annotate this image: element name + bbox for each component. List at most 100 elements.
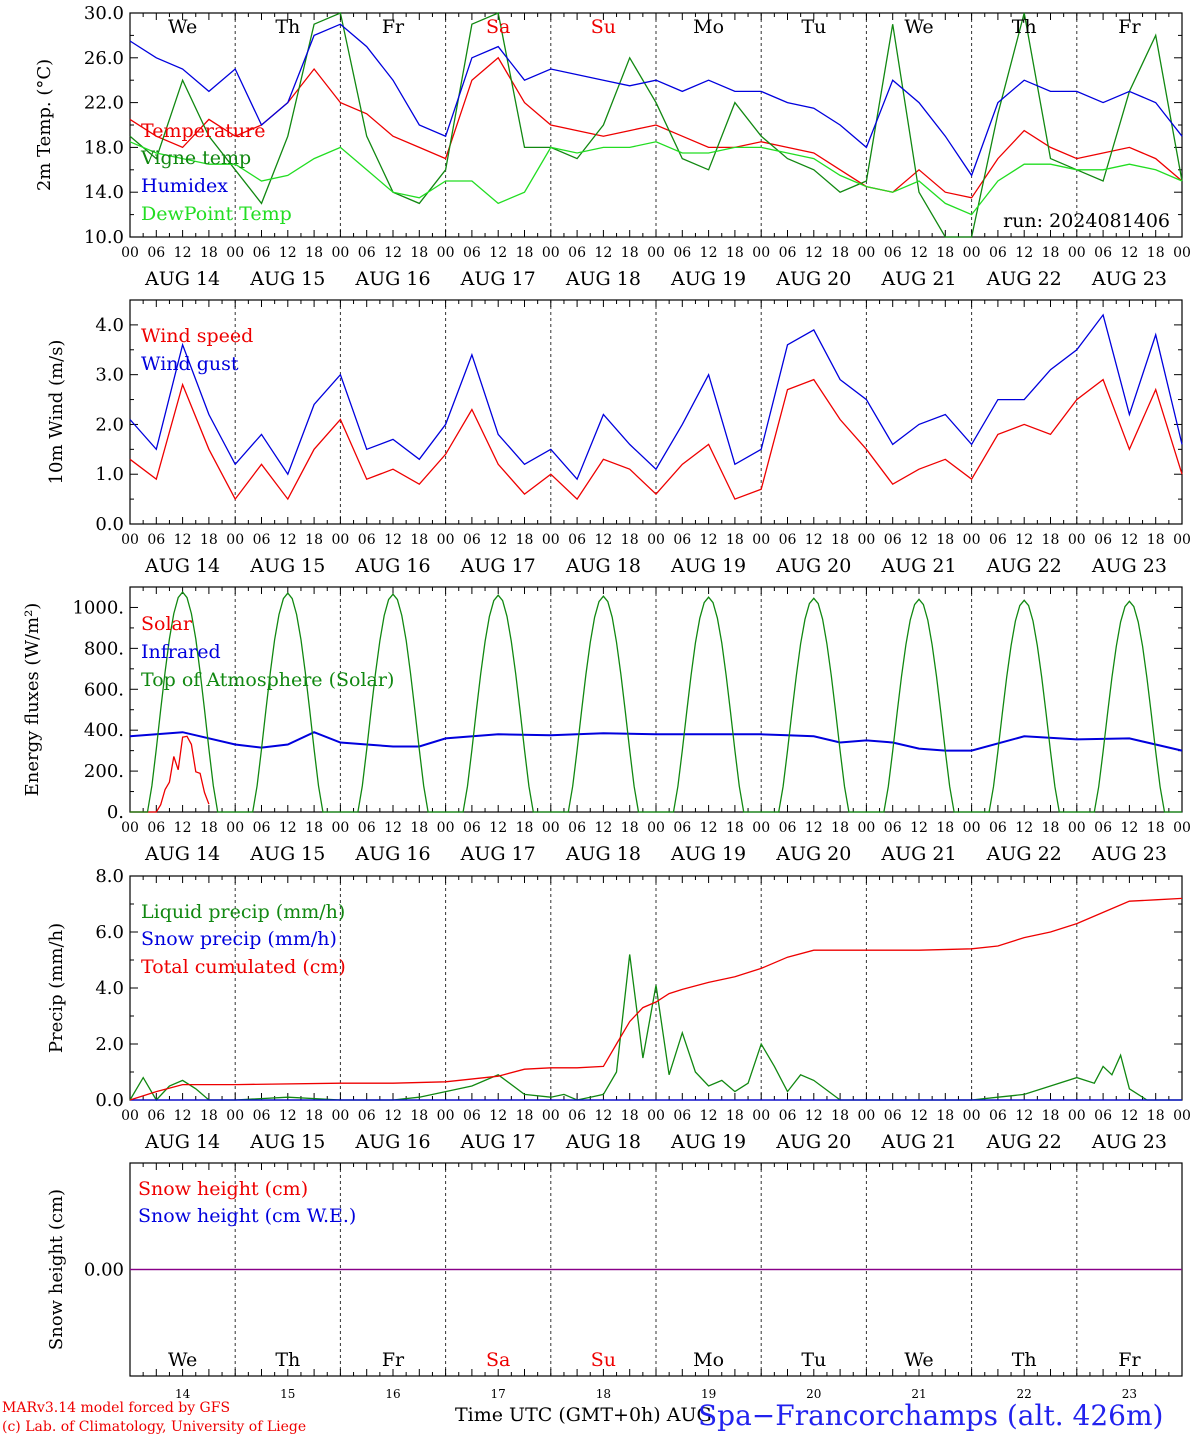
series-line-total-cumulated-cm- <box>129 897 1183 1101</box>
hour-label: 18 <box>936 820 954 836</box>
hour-label: 00 <box>1068 1108 1086 1124</box>
hour-label: 00 <box>1173 1108 1191 1124</box>
hour-label: 12 <box>279 532 297 548</box>
hour-label: 06 <box>779 245 797 261</box>
hour-label: 12 <box>1015 245 1033 261</box>
weekday-label-top: Su <box>591 16 616 38</box>
hour-label: 06 <box>463 820 481 836</box>
hour-label: 18 <box>621 820 639 836</box>
hour-label: 06 <box>147 532 165 548</box>
hour-label: 18 <box>831 820 849 836</box>
hour-label: 12 <box>174 1108 192 1124</box>
hour-label: 18 <box>936 1108 954 1124</box>
date-label: AUG 16 <box>354 843 430 865</box>
hour-label: 00 <box>752 820 770 836</box>
hour-label: 12 <box>384 245 402 261</box>
date-label: AUG 14 <box>144 555 220 577</box>
series-line-infrared <box>129 731 1183 752</box>
hour-label: 12 <box>910 532 928 548</box>
hour-label: 00 <box>647 532 665 548</box>
y-tick-label: 600. <box>84 679 124 700</box>
date-label: AUG 21 <box>880 268 956 290</box>
hour-label: 00 <box>226 820 244 836</box>
hour-label: 06 <box>1094 245 1112 261</box>
hour-label: 00 <box>647 245 665 261</box>
y-axis-label: 10m Wind (m/s) <box>46 340 67 485</box>
date-label: AUG 17 <box>460 843 536 865</box>
hour-label: 06 <box>884 245 902 261</box>
hour-label: 18 <box>1042 1108 1060 1124</box>
weekday-label-bottom: Mo <box>693 1349 724 1371</box>
weekday-label-bottom: We <box>904 1349 933 1371</box>
hour-label: 06 <box>568 532 586 548</box>
date-label: AUG 23 <box>1091 555 1167 577</box>
legend-snow-height-cm-: Snow height (cm) <box>138 1178 308 1200</box>
date-label: AUG 23 <box>1091 843 1167 865</box>
hour-label: 06 <box>673 532 691 548</box>
legend-liquid-precip-mm-h-: Liquid precip (mm/h) <box>141 901 345 923</box>
hour-label: 06 <box>147 245 165 261</box>
date-label: AUG 15 <box>249 843 325 865</box>
day-number-label: 14 <box>175 1387 191 1401</box>
hour-label: 06 <box>779 532 797 548</box>
credit-line-2: (c) Lab. of Climatology, University of L… <box>2 1419 307 1435</box>
hour-label: 18 <box>726 1108 744 1124</box>
hour-label: 06 <box>568 245 586 261</box>
day-number-label: 20 <box>806 1387 821 1401</box>
hour-label: 12 <box>1015 820 1033 836</box>
series-line-wind-gust <box>129 313 1183 481</box>
hour-label: 12 <box>489 245 507 261</box>
hour-label: 12 <box>805 820 823 836</box>
weekday-label-bottom: Su <box>591 1349 616 1371</box>
weekday-label-top: We <box>168 16 197 38</box>
hour-label: 00 <box>437 1108 455 1124</box>
hour-label: 00 <box>226 245 244 261</box>
hour-label: 00 <box>331 245 349 261</box>
series-line-humidex <box>129 23 1183 177</box>
date-label: AUG 17 <box>460 268 536 290</box>
hour-label: 00 <box>857 820 875 836</box>
hour-label: 06 <box>989 820 1007 836</box>
date-label: AUG 22 <box>986 843 1062 865</box>
hour-label: 06 <box>989 245 1007 261</box>
hour-label: 06 <box>463 532 481 548</box>
y-tick-label: 0.0 <box>95 514 124 535</box>
weekday-label-top: Th <box>1012 16 1037 38</box>
y-tick-label: 0.0 <box>95 1090 124 1111</box>
y-tick-label: 2.0 <box>95 414 124 435</box>
panel-frame <box>129 586 1183 813</box>
panel-5 <box>129 1162 1183 1377</box>
legend-infrared: Infrared <box>141 641 221 663</box>
hour-label: 18 <box>621 1108 639 1124</box>
hour-label: 06 <box>779 1108 797 1124</box>
date-label: AUG 17 <box>460 555 536 577</box>
hour-label: 18 <box>305 1108 323 1124</box>
date-label: AUG 19 <box>670 1131 746 1153</box>
hour-label: 00 <box>542 1108 560 1124</box>
y-axis-label: 2m Temp. (°C) <box>34 59 55 191</box>
series-line-wind-speed <box>129 378 1183 501</box>
hour-label: 18 <box>831 245 849 261</box>
hour-label: 12 <box>174 532 192 548</box>
hour-label: 00 <box>1068 532 1086 548</box>
series-line-solar <box>130 735 210 813</box>
hour-label: 12 <box>700 1108 718 1124</box>
date-label: AUG 21 <box>880 555 956 577</box>
hour-label: 06 <box>1094 820 1112 836</box>
date-label: AUG 20 <box>775 555 851 577</box>
time-axis-label: Time UTC (GMT+0h) AUG <box>455 1404 712 1426</box>
legend-top-of-atmosphere-solar-: Top of Atmosphere (Solar) <box>141 669 394 691</box>
model-credit: MARv3.14 model forced by GFS (c) Lab. of… <box>2 1399 306 1437</box>
hour-label: 00 <box>437 532 455 548</box>
hour-label: 00 <box>121 532 139 548</box>
y-tick-label: 14.0 <box>84 182 124 203</box>
y-tick-label: 400. <box>84 720 124 741</box>
y-tick-label: 200. <box>84 761 124 782</box>
date-label: AUG 19 <box>670 843 746 865</box>
date-label: AUG 18 <box>565 843 641 865</box>
hour-label: 06 <box>568 1108 586 1124</box>
weekday-label-top: Th <box>275 16 300 38</box>
hour-label: 12 <box>1120 820 1138 836</box>
hour-label: 00 <box>331 820 349 836</box>
hour-label: 18 <box>831 1108 849 1124</box>
